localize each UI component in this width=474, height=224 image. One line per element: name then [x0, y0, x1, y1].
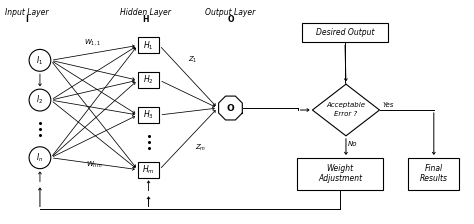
- Text: $W_{nm}$: $W_{nm}$: [86, 159, 102, 170]
- FancyBboxPatch shape: [137, 107, 159, 123]
- Text: Output Layer: Output Layer: [205, 8, 255, 17]
- Text: $H_m$: $H_m$: [142, 163, 155, 176]
- Text: O: O: [227, 103, 234, 112]
- FancyBboxPatch shape: [137, 162, 159, 178]
- Text: Desired Output: Desired Output: [316, 28, 374, 37]
- Text: $W_{1,1}$: $W_{1,1}$: [84, 37, 101, 47]
- Text: $I_n$: $I_n$: [36, 151, 44, 164]
- Polygon shape: [219, 96, 242, 120]
- Text: Weight: Weight: [327, 164, 354, 173]
- FancyBboxPatch shape: [301, 23, 388, 42]
- Text: Hidden Layer: Hidden Layer: [120, 8, 171, 17]
- FancyBboxPatch shape: [297, 158, 383, 190]
- Text: O: O: [227, 15, 234, 24]
- Circle shape: [29, 89, 51, 111]
- Text: Final: Final: [425, 164, 443, 173]
- Text: $H_1$: $H_1$: [143, 39, 154, 52]
- Polygon shape: [312, 84, 380, 136]
- Text: $I_1$: $I_1$: [36, 54, 44, 67]
- Text: Results: Results: [420, 174, 448, 183]
- FancyBboxPatch shape: [408, 158, 459, 190]
- Text: $I_2$: $I_2$: [36, 94, 44, 106]
- Text: Adjustment: Adjustment: [318, 174, 362, 183]
- FancyBboxPatch shape: [137, 72, 159, 88]
- Text: H: H: [142, 15, 149, 24]
- Text: Input Layer: Input Layer: [5, 8, 49, 17]
- Text: Acceptable: Acceptable: [327, 102, 365, 108]
- Text: $H_3$: $H_3$: [143, 109, 154, 121]
- Circle shape: [29, 147, 51, 169]
- Circle shape: [29, 49, 51, 71]
- Text: Yes: Yes: [383, 102, 394, 108]
- FancyBboxPatch shape: [137, 37, 159, 53]
- Text: $Z_m$: $Z_m$: [195, 143, 207, 153]
- Text: $H_2$: $H_2$: [143, 74, 154, 86]
- Text: No: No: [348, 141, 357, 147]
- Text: $Z_1$: $Z_1$: [188, 55, 198, 65]
- Text: Error ?: Error ?: [334, 111, 357, 117]
- Text: I: I: [26, 15, 28, 24]
